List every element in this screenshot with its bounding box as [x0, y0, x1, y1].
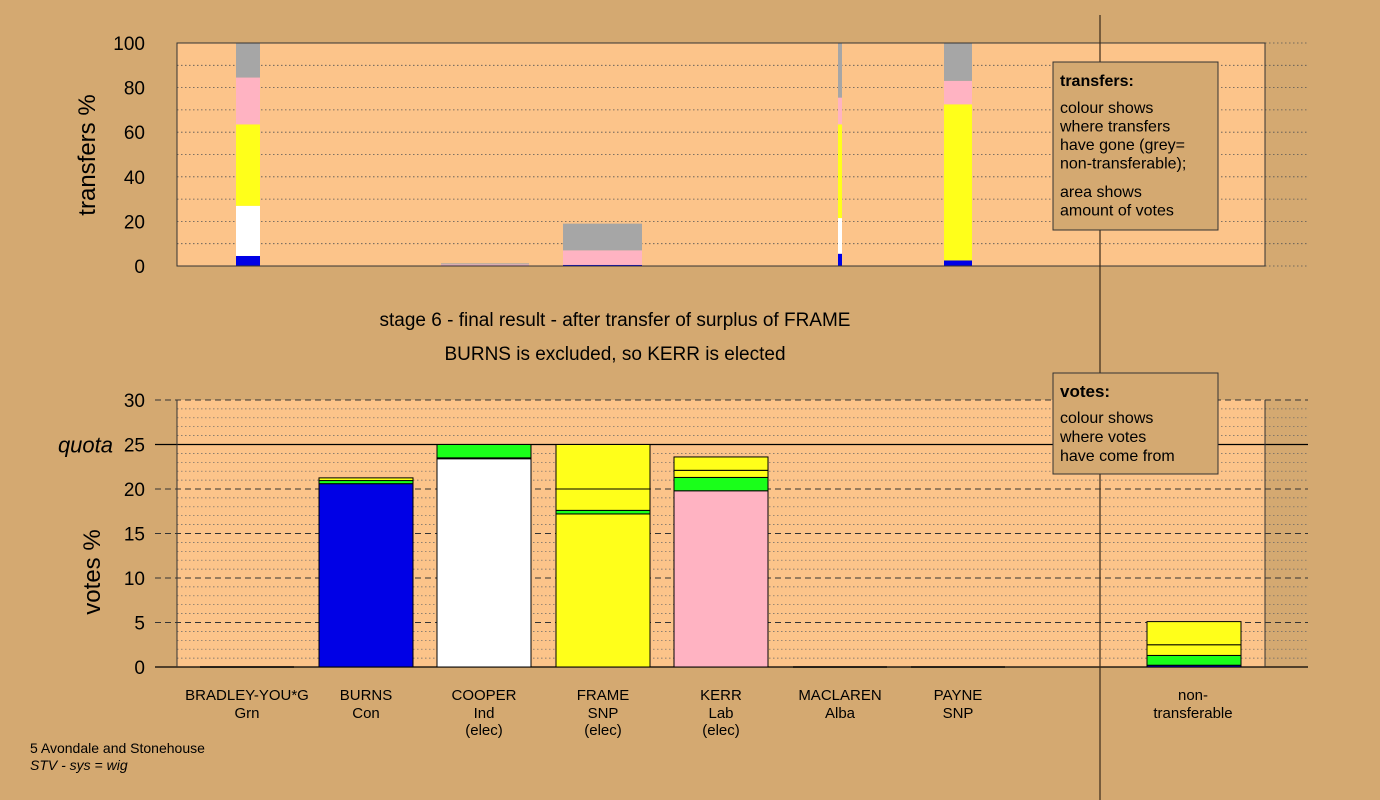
ward-name: 5 Avondale and Stonehouse	[30, 740, 205, 756]
candidate-name: KERR	[700, 687, 742, 704]
votes-y-tick: 30	[124, 391, 145, 412]
transfer-segment	[236, 205, 260, 256]
transfer-segment	[944, 104, 972, 261]
votes-y-tick: 10	[124, 569, 145, 590]
votes-legend-text: colour shows	[1060, 410, 1153, 427]
stage-title: stage 6 - final result - after transfer …	[380, 310, 851, 331]
transfers-legend-box	[1052, 61, 1219, 231]
transfer-segment	[838, 124, 842, 219]
vote-segment	[555, 488, 651, 511]
candidate-party: Ind	[474, 705, 495, 722]
transfers-y-tick: 60	[124, 123, 145, 144]
votes-y-axis-label: votes %	[79, 529, 106, 614]
transfers-legend-text: have gone (grey=	[1060, 137, 1185, 154]
transfers-y-tick: 20	[124, 212, 145, 233]
transfer-segment	[441, 263, 529, 265]
transfer-segment	[838, 253, 842, 266]
transfer-segment	[563, 264, 642, 266]
candidate-party: Alba	[825, 705, 856, 722]
candidate-name: BURNS	[340, 687, 393, 704]
stage-result: BURNS is excluded, so KERR is elected	[444, 344, 785, 365]
transfers-legend-title: transfers:	[1060, 73, 1134, 90]
candidate-name: COOPER	[451, 687, 516, 704]
vote-segment	[673, 456, 769, 471]
vote-segment	[555, 513, 651, 668]
transfer-segment	[236, 124, 260, 206]
transfers-legend-text: non-transferable);	[1060, 156, 1186, 173]
transfer-segment	[236, 255, 260, 266]
transfer-segment	[236, 77, 260, 125]
vote-segment	[555, 509, 651, 515]
transfers-y-tick: 100	[113, 34, 145, 55]
candidate-name: FRAME	[577, 687, 630, 704]
nontransferable-label-1: non-	[1178, 687, 1208, 704]
vote-segment	[318, 483, 414, 668]
vote-segment	[1146, 621, 1242, 646]
transfers-y-tick: 0	[134, 257, 145, 278]
transfer-segment	[838, 43, 842, 98]
transfers-y-tick: 40	[124, 168, 145, 189]
transfers-legend-text: amount of votes	[1060, 203, 1174, 220]
votes-legend-title: votes:	[1060, 382, 1110, 401]
votes-y-tick: 20	[124, 480, 145, 501]
quota-label: quota	[58, 433, 113, 458]
votes-legend-text: where votes	[1059, 429, 1146, 446]
votes-y-tick: 5	[134, 614, 145, 635]
candidate-party: Con	[352, 705, 380, 722]
candidate-party: Lab	[708, 705, 733, 722]
vote-segment	[436, 458, 532, 668]
candidate-status: (elec)	[465, 722, 503, 739]
transfers-y-axis-label: transfers %	[74, 94, 101, 215]
transfer-segment	[944, 80, 972, 105]
transfer-segment	[838, 97, 842, 125]
system-label: STV - sys = wig	[30, 757, 128, 773]
transfer-segment	[944, 260, 972, 266]
transfer-segment	[236, 43, 260, 78]
candidate-party: SNP	[943, 705, 974, 722]
votes-legend-box	[1052, 372, 1219, 475]
vote-segment	[673, 469, 769, 478]
nontransferable-label-2: transferable	[1153, 705, 1232, 722]
votes-y-tick: 15	[124, 525, 145, 546]
transfers-y-tick: 80	[124, 79, 145, 100]
vote-segment	[318, 477, 414, 482]
transfers-legend-text: colour shows	[1060, 100, 1153, 117]
candidate-party: Grn	[234, 705, 259, 722]
candidate-name: MACLAREN	[798, 687, 881, 704]
vote-segment	[555, 444, 651, 490]
vote-segment	[1146, 654, 1242, 666]
candidate-status: (elec)	[584, 722, 622, 739]
votes-y-tick: 25	[124, 436, 145, 457]
vote-segment	[436, 444, 532, 459]
footer: 5 Avondale and Stonehouse STV - sys = wi…	[30, 740, 205, 774]
candidate-status: (elec)	[702, 722, 740, 739]
transfer-segment	[944, 43, 972, 81]
transfers-plot-border	[176, 42, 1266, 267]
votes-y-tick: 0	[134, 658, 145, 679]
transfer-segment	[563, 250, 642, 265]
transfer-segment	[441, 264, 529, 266]
votes-legend-text: have come from	[1060, 448, 1175, 465]
vote-segment	[673, 490, 769, 668]
candidate-name: BRADLEY-YOU*G	[185, 687, 309, 704]
candidate-name: PAYNE	[934, 687, 983, 704]
vote-segment	[1146, 644, 1242, 656]
transfers-legend-text: area shows	[1060, 184, 1142, 201]
transfers-legend-text: where transfers	[1059, 119, 1170, 136]
transfer-segment	[838, 218, 842, 254]
transfer-segment	[563, 223, 642, 251]
candidate-party: SNP	[588, 705, 619, 722]
vote-segment	[673, 476, 769, 492]
